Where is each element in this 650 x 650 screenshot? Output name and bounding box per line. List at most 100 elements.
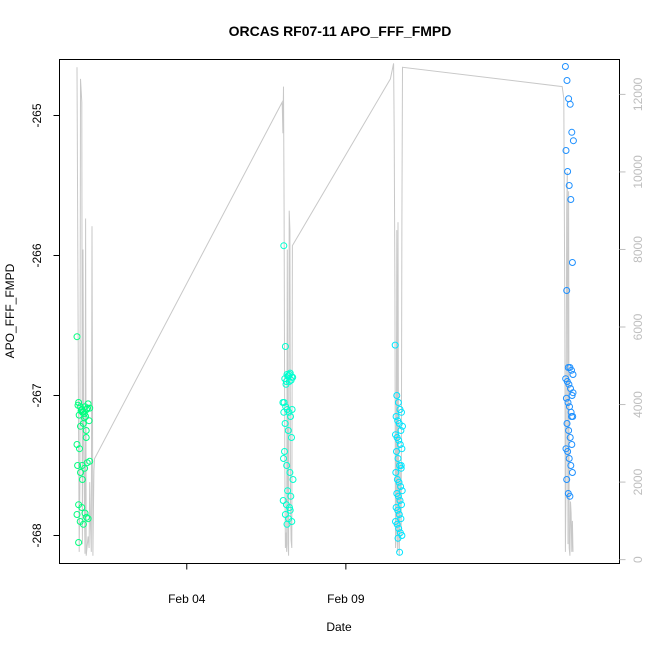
data-point — [280, 399, 288, 406]
data-point — [289, 476, 297, 483]
data-point — [397, 483, 405, 490]
data-point — [76, 445, 83, 453]
data-point — [565, 95, 573, 103]
data-point — [396, 497, 404, 504]
data-point — [565, 380, 573, 388]
data-point — [397, 464, 405, 472]
data-point — [566, 434, 574, 441]
data-point — [567, 408, 575, 416]
chart-title: ORCAS RF07-11 APO_FFF_FMPD — [229, 23, 452, 39]
data-point — [281, 420, 289, 427]
data-point — [562, 147, 570, 154]
y2-tick-label: 4000 — [631, 391, 645, 418]
data-point — [564, 168, 572, 175]
data-point — [395, 436, 403, 444]
data-point — [86, 404, 94, 412]
data-point — [393, 392, 401, 399]
y-axis: -265 -266 -267 -268 — [30, 103, 60, 548]
data-point — [566, 100, 574, 108]
data-point — [568, 441, 576, 448]
data-point — [287, 413, 294, 420]
data-point — [562, 394, 570, 402]
data-point — [563, 476, 571, 483]
data-point — [81, 464, 89, 472]
data-point — [564, 448, 572, 455]
data-point — [399, 422, 406, 430]
data-point — [280, 455, 287, 462]
data-point — [396, 441, 404, 448]
data-point — [394, 455, 402, 462]
data-point — [568, 259, 576, 266]
data-point — [394, 399, 402, 406]
y2-axis: 0 2000 4000 6000 8000 10000 12000 — [619, 77, 645, 563]
data-point — [395, 511, 403, 518]
data-point — [568, 366, 575, 374]
data-point — [565, 427, 573, 434]
y2-tick-label: 12000 — [631, 77, 645, 111]
data-point — [567, 462, 575, 469]
y-tick-label: -266 — [30, 243, 44, 267]
data-point — [391, 341, 399, 349]
altitude-line — [76, 63, 574, 556]
y-axis-label: APO_FFF_FMPD — [3, 263, 17, 358]
data-point — [286, 504, 293, 511]
data-point — [284, 427, 292, 434]
data-point — [281, 448, 288, 455]
y2-tick-label: 6000 — [631, 313, 645, 340]
data-point — [397, 462, 405, 469]
data-point — [84, 404, 91, 412]
data-point — [392, 413, 400, 420]
data-points-layer — [73, 63, 577, 556]
data-point — [398, 445, 406, 453]
data-point — [82, 427, 90, 434]
y2-tick-label: 10000 — [631, 155, 645, 189]
data-point — [77, 469, 84, 476]
data-point — [73, 333, 81, 341]
data-point — [74, 462, 82, 469]
data-point — [73, 511, 81, 518]
altitude-line-layer — [76, 63, 574, 556]
data-point — [567, 196, 575, 203]
data-point — [398, 501, 405, 509]
data-point — [394, 506, 402, 514]
data-point — [280, 242, 288, 250]
data-point — [563, 287, 571, 294]
data-point — [280, 408, 288, 416]
data-point — [78, 476, 86, 483]
data-point — [565, 182, 573, 189]
data-point — [398, 487, 406, 495]
data-point — [75, 539, 83, 546]
data-point — [281, 343, 289, 350]
data-point — [394, 492, 402, 500]
y-tick-label: -267 — [30, 383, 44, 407]
y2-tick-label: 2000 — [631, 468, 645, 495]
data-point — [80, 414, 88, 422]
data-point — [78, 504, 86, 511]
data-point — [80, 410, 88, 418]
data-point — [569, 371, 577, 378]
data-point — [395, 478, 403, 486]
y-tick-label: -268 — [30, 523, 44, 547]
plot-frame — [59, 59, 620, 564]
data-point — [81, 509, 89, 517]
data-point — [397, 515, 405, 523]
x-axis: Feb 04 Feb 09 — [168, 563, 365, 606]
data-point — [393, 520, 401, 528]
data-point — [561, 63, 569, 70]
data-point — [287, 492, 295, 500]
x-tick-label: Feb 09 — [327, 592, 365, 606]
data-point — [569, 389, 577, 397]
data-point — [283, 520, 291, 528]
data-point — [283, 462, 291, 469]
data-point — [563, 420, 571, 427]
data-point — [565, 455, 573, 462]
data-point — [84, 400, 92, 408]
data-point — [284, 487, 292, 495]
data-point — [86, 457, 94, 465]
data-point — [396, 548, 404, 556]
data-point — [393, 448, 400, 455]
data-point — [77, 422, 84, 430]
data-point — [83, 513, 90, 521]
data-point — [79, 520, 87, 528]
